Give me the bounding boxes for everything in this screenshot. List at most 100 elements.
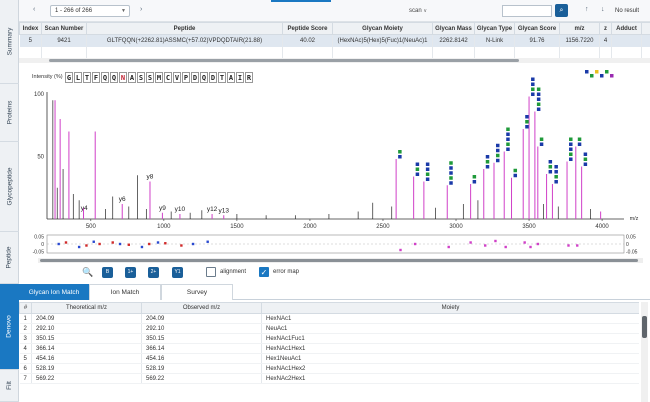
spectrum-scrollbar[interactable] [38, 258, 643, 263]
scrollbar-thumb[interactable] [49, 59, 519, 62]
table-row[interactable]: 5 454.16 454.16 Hex1NeuAc1 [19, 353, 639, 364]
page-range-select[interactable]: 1 - 266 of 266 ▼ [50, 5, 130, 17]
charge-1-button[interactable]: 1+ [125, 267, 136, 278]
error-point-blue [191, 242, 195, 246]
summary-cell [86, 46, 283, 58]
ion-cell: 6 [19, 363, 32, 374]
table-row[interactable]: 4 366.14 366.14 HexNAc1Hex1 [19, 343, 639, 354]
error-point-magenta [567, 244, 570, 247]
search-icon: ⌕ [559, 7, 564, 14]
summary-row[interactable] [19, 46, 650, 58]
ion-column-header[interactable]: Observed m/z [141, 302, 262, 314]
prev-page-button[interactable]: ‹ [33, 6, 36, 13]
glycan-symbol [425, 167, 430, 171]
summary-cell [282, 46, 333, 58]
ion-cell: 204.09 [141, 313, 262, 324]
summary-row[interactable]: 5 9421 GLTFQQN(+2262.81)ASSMC(+57.02)VPDQD… [19, 34, 650, 47]
search-input[interactable] [502, 5, 552, 17]
nav-tab-filter[interactable]: Filt [0, 370, 19, 402]
tab-glycan-ion-match[interactable]: Glycan Ion Match [19, 284, 89, 300]
residue: L [74, 72, 82, 83]
tab-survey[interactable]: Survey [161, 284, 233, 300]
summary-column-header[interactable]: Glycan Moiety [332, 22, 433, 35]
residue: D [209, 72, 217, 83]
peak-label: y6 [119, 196, 126, 203]
error-map-checkbox[interactable]: ✓ [259, 267, 269, 277]
nav-tab-summary[interactable]: Summary [0, 0, 19, 84]
summary-column-header[interactable]: Index [19, 22, 42, 35]
summary-column-header[interactable]: Scan Number [41, 22, 87, 35]
summary-cell: 4 [599, 34, 612, 47]
summary-column-header[interactable]: Peptide [86, 22, 283, 35]
previous-result-button[interactable]: ↑ [585, 6, 589, 13]
nav-tab-proteins[interactable]: Proteins [0, 84, 19, 142]
glycan-legend-symbol [590, 74, 594, 78]
glycan-symbol [495, 143, 500, 148]
summary-column-header[interactable]: Glycan Score [514, 22, 560, 35]
chevron-down-icon: ▼ [121, 8, 126, 14]
error-point-magenta [529, 245, 532, 249]
glycan-symbol [531, 92, 535, 96]
summary-column-header[interactable]: m/z [559, 22, 600, 35]
summary-cell: 5 [19, 34, 42, 47]
residue: D [191, 72, 199, 83]
ion-column-header[interactable]: # [19, 302, 32, 314]
glycan-symbol [495, 158, 500, 163]
x-tick-label: 1500 [230, 224, 244, 230]
error-point-red [148, 242, 151, 246]
glycan-symbol [536, 97, 541, 101]
glycan-symbol [506, 147, 510, 151]
ion-column-header[interactable]: Moiety [261, 302, 639, 314]
active-indicator [271, 0, 331, 2]
ion-cell: HexNAc1Fuc1 [261, 333, 639, 344]
table-row[interactable]: 7 569.22 569.22 HexNAc2Hex1 [19, 373, 639, 384]
spectrum-chart[interactable]: 50 100 500 1000 1500 2000 2500 3000 3500 4000 m/z y… [19, 64, 650, 259]
glycan-symbol [425, 177, 430, 181]
x-tick-label: 2000 [303, 224, 317, 230]
table-row[interactable]: 3 350.15 350.15 HexNAc1Fuc1 [19, 333, 639, 344]
scan-select[interactable]: scan ∨ [405, 5, 495, 17]
nav-tab-denovo[interactable]: Denovo [0, 284, 19, 370]
glycan-symbol [554, 170, 558, 174]
summary-column-header[interactable]: Isotope [641, 22, 650, 35]
error-y-tick-label: 0 [41, 242, 44, 248]
top-toolbar: ‹ 1 - 266 of 266 ▼ › scan ∨ ⌕ ↑ ↓ No res… [19, 0, 650, 22]
nav-tab-glycopeptide[interactable]: Glycopeptide [0, 142, 19, 232]
summary-column-header[interactable]: z [599, 22, 612, 35]
next-page-button[interactable]: › [140, 6, 143, 13]
ion-cell: 350.15 [31, 333, 142, 344]
search-button[interactable]: ⌕ [555, 4, 568, 17]
summary-column-header[interactable]: Glycan Mass [432, 22, 475, 35]
residue: A [128, 72, 136, 83]
summary-column-header[interactable]: Peptide Score [282, 22, 333, 35]
ion-type-b-button[interactable]: B [102, 267, 113, 278]
summary-column-header[interactable]: Glycan Type [474, 22, 515, 35]
tab-ion-match[interactable]: Ion Match [89, 284, 161, 300]
table-row[interactable]: 6 528.19 528.19 HexNAc1Hex2 [19, 363, 639, 374]
scrollbar-thumb[interactable] [642, 316, 647, 338]
summary-cell [332, 46, 433, 58]
next-result-button[interactable]: ↓ [601, 6, 605, 13]
summary-horizontal-scrollbar[interactable] [19, 58, 650, 63]
charge-2-button[interactable]: 2+ [148, 267, 159, 278]
table-row[interactable]: 2 292.10 292.10 NeuAc1 [19, 323, 639, 334]
glycan-symbol [513, 168, 518, 173]
error-point-red [127, 243, 131, 246]
scrollbar-thumb[interactable] [40, 259, 638, 262]
glycan-symbol [569, 137, 573, 141]
ion-cell: 7 [19, 373, 32, 384]
ion-cell: 1 [19, 313, 32, 324]
ion-type-y1-button[interactable]: Y1 [172, 267, 183, 278]
zoom-icon[interactable]: 🔍 [82, 267, 94, 277]
table-row[interactable]: 1 204.09 204.09 HexNAc1 [19, 313, 639, 324]
summary-cell [41, 46, 87, 58]
ion-cell: NeuAc1 [261, 323, 639, 334]
ion-table-scrollbar[interactable] [641, 302, 648, 402]
summary-column-header[interactable]: Adduct [611, 22, 642, 35]
glycan-symbol [525, 115, 529, 119]
glycan-symbol [577, 137, 582, 141]
alignment-checkbox[interactable] [206, 267, 216, 277]
ion-cell: HexNAc1 [261, 313, 639, 324]
nav-tab-peptide[interactable]: Peptide [0, 232, 19, 284]
ion-column-header[interactable]: Theoretical m/z [31, 302, 142, 314]
